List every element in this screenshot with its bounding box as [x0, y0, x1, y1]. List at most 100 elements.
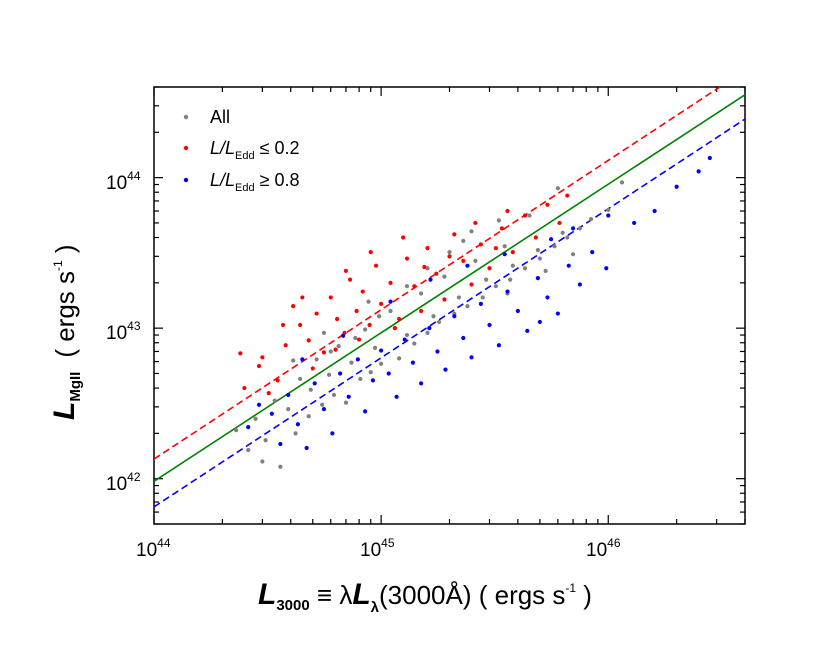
point-all — [368, 370, 373, 375]
point-high-edd — [379, 348, 384, 353]
point-low-edd — [397, 316, 402, 322]
point-high-edd — [321, 406, 327, 412]
point-all — [537, 256, 542, 261]
point-all — [272, 398, 277, 403]
point-all — [253, 416, 258, 421]
point-low-edd — [360, 289, 365, 294]
point-high-edd — [674, 184, 679, 189]
legend-label-all: All — [210, 107, 230, 127]
point-high-edd — [312, 381, 317, 386]
point-high-edd — [566, 263, 571, 268]
point-all — [314, 357, 319, 362]
y-axis-title: LMgII( ergs s-1 ) — [48, 244, 84, 420]
point-high-edd — [370, 378, 375, 383]
point-low-edd — [310, 366, 315, 371]
point-high-edd — [496, 343, 501, 348]
point-high-edd — [300, 357, 305, 362]
svg-text:1045: 1045 — [360, 536, 395, 561]
point-all — [326, 372, 332, 377]
point-high-edd — [555, 311, 560, 316]
all-fit-line — [154, 94, 745, 483]
legend: All L/LEdd ≤ 0.2 L/LEdd ≥ 0.8 — [183, 107, 300, 194]
point-low-edd — [388, 280, 393, 285]
point-all — [456, 295, 461, 300]
point-all — [343, 400, 349, 405]
svg-text:1042: 1042 — [106, 470, 141, 495]
point-high-edd — [590, 250, 595, 255]
point-all — [260, 459, 265, 464]
point-all — [431, 314, 436, 319]
point-high-edd — [363, 409, 368, 414]
point-all — [577, 226, 582, 231]
point-all — [306, 414, 311, 419]
point-all — [447, 250, 452, 255]
point-all — [412, 341, 417, 346]
point-high-edd — [545, 295, 550, 300]
svg-text:1044: 1044 — [136, 536, 171, 561]
point-all — [570, 252, 576, 257]
point-all — [246, 447, 251, 453]
point-high-edd — [269, 411, 274, 416]
point-all — [286, 406, 291, 412]
point-low-edd — [533, 235, 538, 240]
point-all — [358, 376, 363, 382]
point-low-edd — [487, 266, 492, 271]
point-all — [510, 263, 515, 268]
data-points — [234, 155, 712, 469]
point-low-edd — [434, 271, 439, 276]
point-high-edd — [435, 349, 440, 354]
point-high-edd — [505, 289, 510, 294]
legend-marker-all — [183, 114, 189, 120]
point-low-edd — [404, 256, 410, 261]
point-high-edd — [330, 431, 335, 436]
point-high-edd — [604, 266, 609, 271]
point-all — [461, 238, 466, 243]
point-low-edd — [260, 355, 265, 360]
point-high-edd — [469, 355, 474, 360]
point-high-edd — [386, 371, 391, 376]
point-high-edd — [338, 371, 343, 376]
point-low-edd — [447, 254, 452, 259]
point-all — [552, 244, 557, 249]
point-all — [465, 304, 470, 309]
point-low-edd — [256, 363, 262, 369]
svg-text:1044: 1044 — [106, 169, 141, 194]
point-high-edd — [461, 335, 466, 341]
point-all — [349, 360, 354, 365]
point-all — [388, 308, 393, 314]
legend-label-low-edd: L/LEdd ≤ 0.2 — [210, 138, 300, 162]
point-all — [565, 235, 570, 240]
point-all — [493, 284, 498, 289]
point-high-edd — [402, 337, 407, 342]
point-high-edd — [340, 333, 346, 338]
x-tick-label: 1044 — [136, 536, 171, 561]
point-low-edd — [469, 282, 474, 287]
point-low-edd — [280, 322, 286, 328]
point-low-edd — [298, 322, 303, 328]
point-high-edd — [696, 169, 701, 174]
point-all — [404, 284, 410, 289]
point-high-edd — [427, 326, 432, 331]
point-low-edd — [306, 338, 311, 343]
point-low-edd — [412, 284, 417, 289]
legend-label-high-edd: L/LEdd ≥ 0.8 — [210, 170, 300, 194]
point-all — [328, 349, 333, 354]
y-tick-label: 1042 — [106, 470, 141, 495]
point-high-edd — [570, 226, 576, 231]
point-low-edd — [499, 226, 504, 231]
point-all — [366, 299, 371, 304]
point-all — [298, 376, 303, 382]
point-high-edd — [394, 394, 399, 399]
point-low-edd — [242, 385, 247, 391]
point-all — [535, 248, 540, 253]
point-high-edd — [577, 282, 582, 287]
point-low-edd — [367, 322, 372, 328]
point-all — [508, 277, 513, 282]
point-all — [404, 332, 410, 338]
point-all — [560, 230, 565, 235]
point-low-edd — [347, 277, 353, 282]
point-low-edd — [354, 308, 359, 314]
legend-marker-high-edd — [183, 177, 189, 183]
point-all — [293, 431, 298, 436]
point-high-edd — [652, 208, 657, 214]
